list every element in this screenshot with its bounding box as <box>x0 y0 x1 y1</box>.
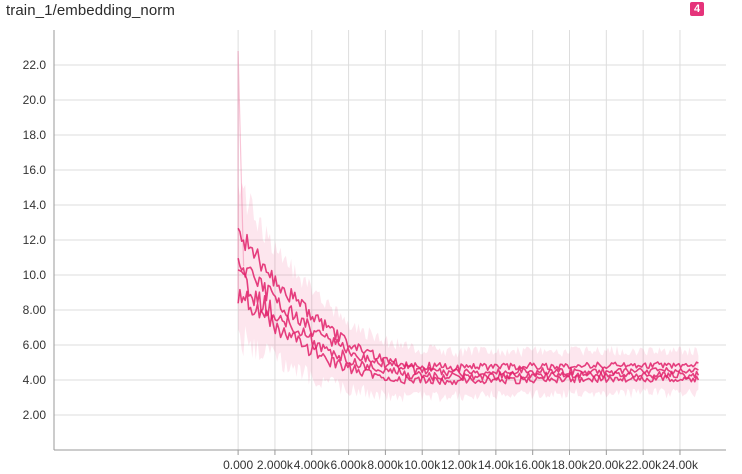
x-tick-labels: 0.000 2.000k 4.000k 6.000k 8.000k 10.00k 12.00… <box>223 458 699 472</box>
y-tick-label: 2.00 <box>23 408 47 422</box>
y-tick-label: 14.0 <box>23 198 47 212</box>
axes <box>53 30 726 455</box>
series-line <box>237 227 699 373</box>
series-line <box>237 288 700 386</box>
y-tick-label: 16.0 <box>23 163 47 177</box>
y-tick-label: 8.00 <box>23 303 47 317</box>
y-tick-label: 18.0 <box>23 128 47 142</box>
x-tick-label: 2.000k <box>257 458 294 472</box>
run-count-badge[interactable]: 4 <box>690 2 704 16</box>
chart-title: train_1/embedding_norm <box>6 2 175 19</box>
y-tick-label: 12.0 <box>23 233 47 247</box>
y-tick-label: 6.00 <box>23 338 47 352</box>
y-tick-label: 10.0 <box>23 268 47 282</box>
initial-spike <box>237 50 245 302</box>
x-tick-label: 20.00k <box>588 458 625 472</box>
series-line <box>237 269 700 382</box>
series-line <box>237 258 699 378</box>
x-tick-label: 0.000 <box>223 458 253 472</box>
y-tick-label: 22.0 <box>23 58 47 72</box>
x-tick-label: 16.00k <box>515 458 552 472</box>
x-tick-label: 18.00k <box>551 458 588 472</box>
x-tick-label: 10.00k <box>404 458 441 472</box>
y-tick-label: 20.0 <box>23 93 47 107</box>
y-tick-labels: 2.00 4.00 6.00 8.00 10.0 12.0 14.0 16.0 18.0 20.0… <box>23 58 47 422</box>
series-lines <box>237 227 700 386</box>
x-tick-label: 14.00k <box>478 458 515 472</box>
x-tick-label: 12.00k <box>441 458 478 472</box>
x-tick-label: 22.00k <box>625 458 662 472</box>
raw-noise-band <box>237 50 699 403</box>
y-tick-label: 4.00 <box>23 373 47 387</box>
x-tick-label: 8.000k <box>367 458 404 472</box>
grid-lines <box>54 30 726 450</box>
x-tick-label: 24.00k <box>662 458 699 472</box>
x-tick-label: 6.000k <box>331 458 368 472</box>
noise-band <box>238 182 699 403</box>
x-tick-label: 4.000k <box>294 458 331 472</box>
